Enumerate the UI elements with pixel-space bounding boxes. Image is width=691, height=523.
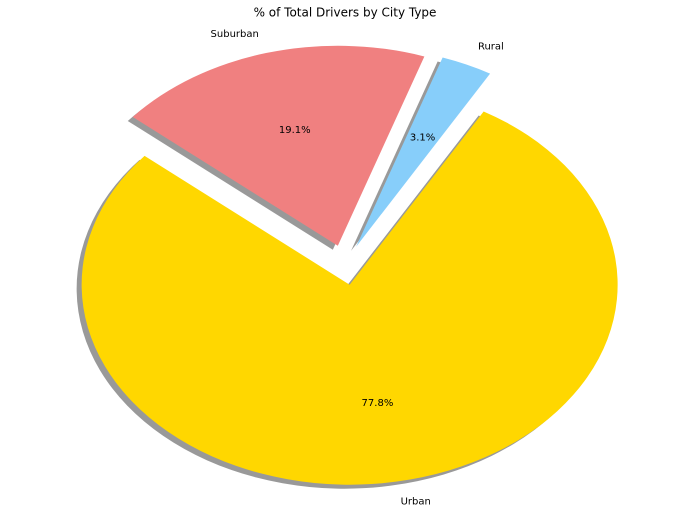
wedge <box>132 45 425 246</box>
wedge <box>81 111 618 485</box>
wedge-label: Suburban <box>211 29 259 40</box>
value-label: 3.1% <box>410 133 435 144</box>
wedge-label: Rural <box>478 41 504 52</box>
wedge-label: Urban <box>401 496 431 507</box>
value-label: 19.1% <box>279 125 311 136</box>
chart-title: % of Total Drivers by City Type <box>254 6 437 20</box>
wedge <box>356 57 491 247</box>
value-label: 77.8% <box>362 398 394 409</box>
